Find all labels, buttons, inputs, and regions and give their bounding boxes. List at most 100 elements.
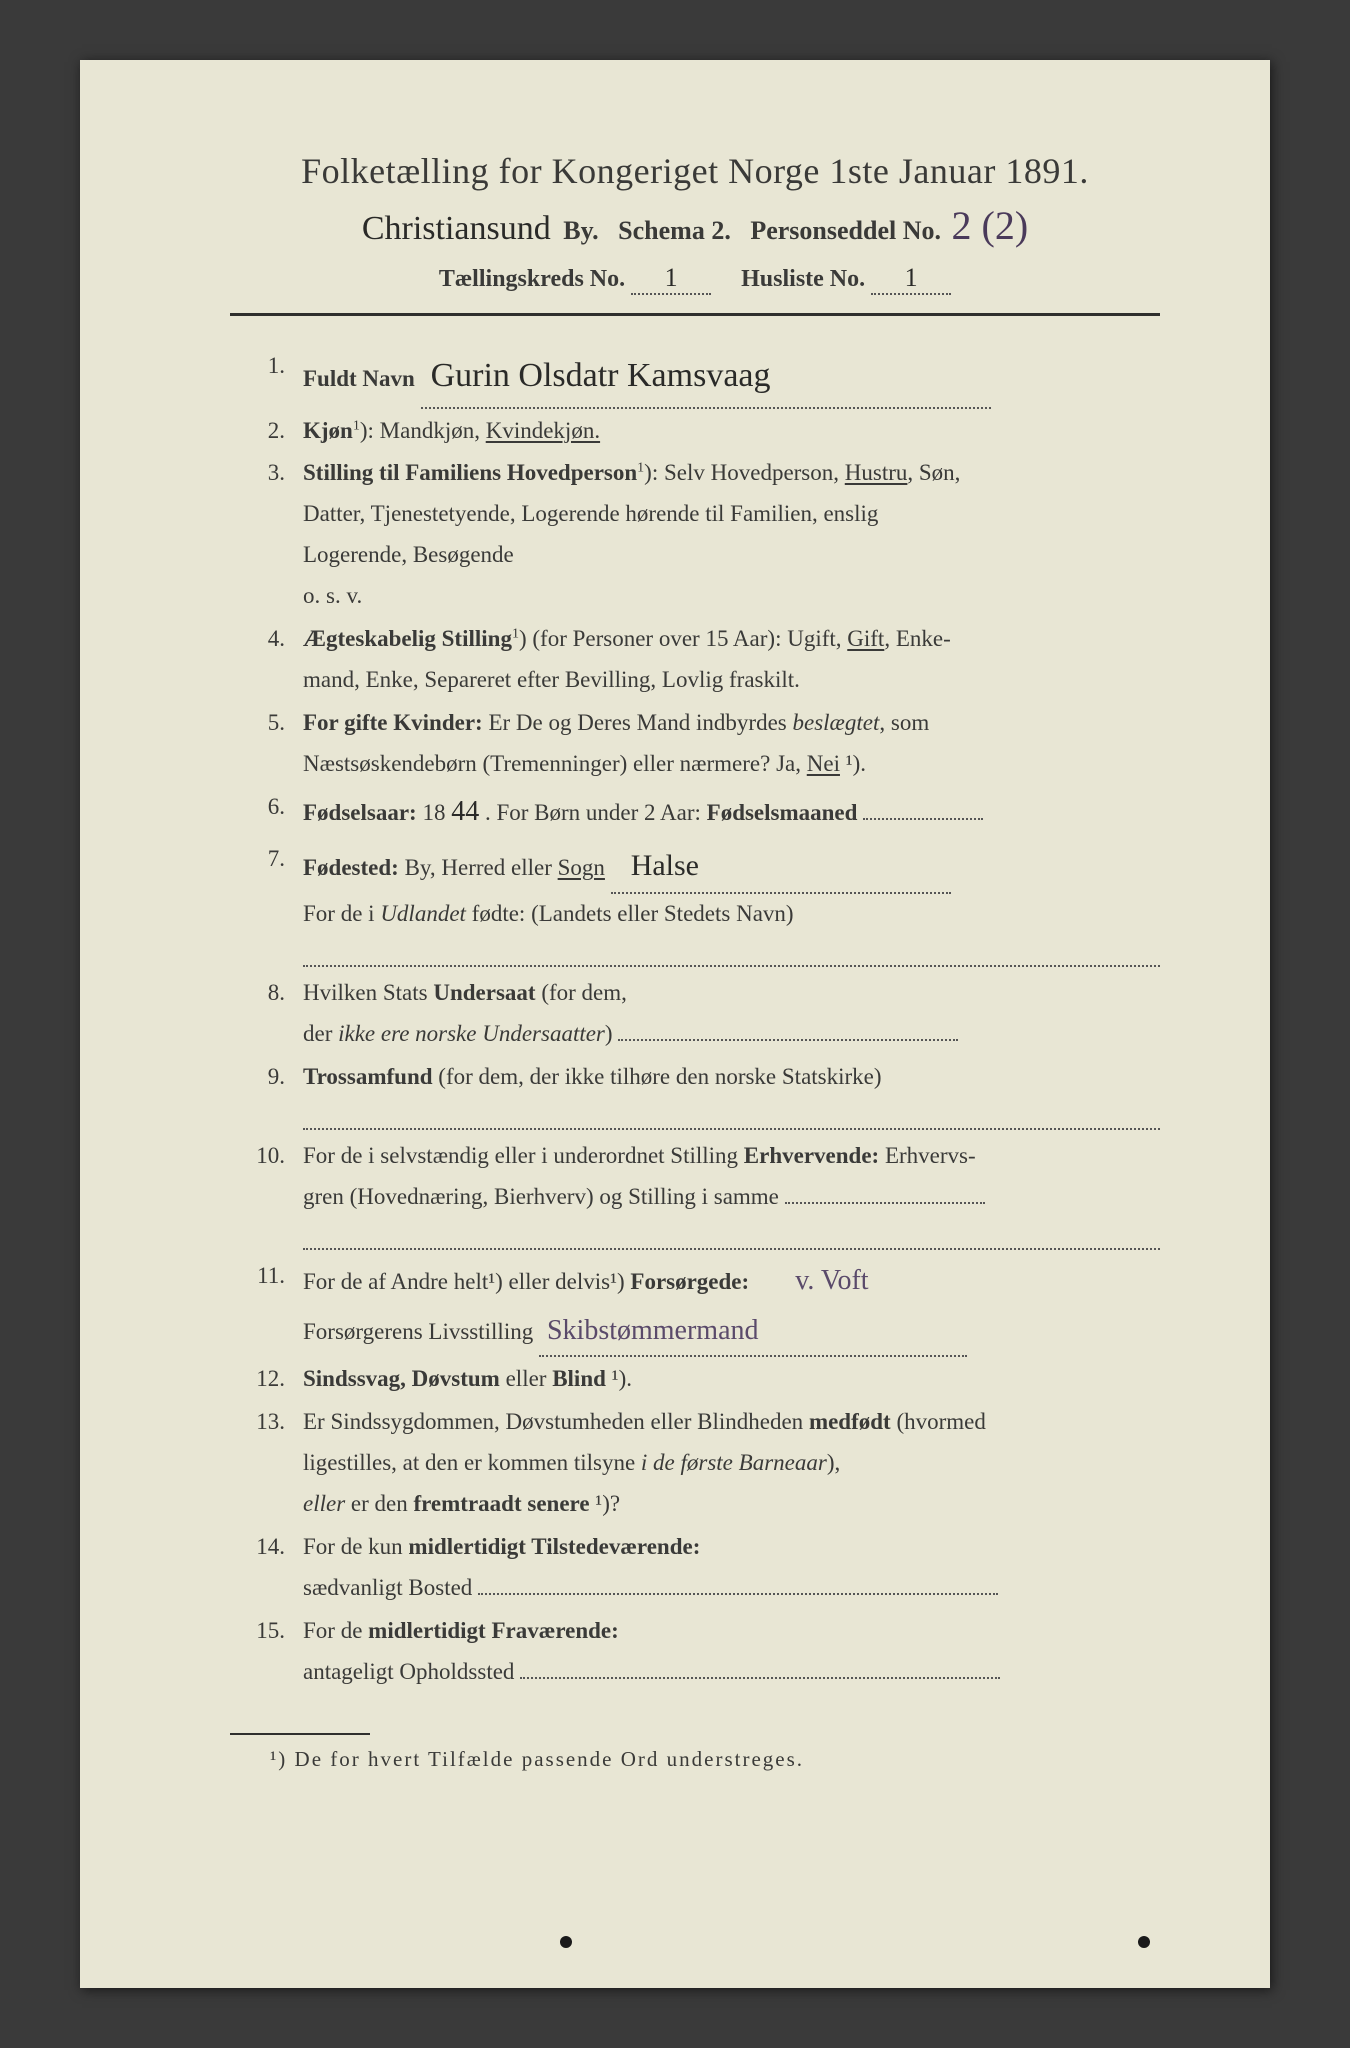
item-10-line1a: For de i selvstændig eller i underordnet… <box>303 1143 744 1168</box>
item-10-num: 10. <box>230 1136 303 1218</box>
item-10-field <box>785 1202 985 1204</box>
item-5-line2b: ¹). <box>840 751 866 776</box>
item-15-num: 15. <box>230 1611 303 1693</box>
item-8-num: 8. <box>230 973 303 1055</box>
item-14-line1a: For de kun <box>303 1534 408 1559</box>
item-13: 13. Er Sindssygdommen, Døvstumheden elle… <box>230 1402 1160 1525</box>
item-15: 15. For de midlertidigt Fraværende: anta… <box>230 1611 1160 1693</box>
item-8-line2b: ) <box>605 1021 613 1046</box>
item-10-line2: gren (Hovednæring, Bierhverv) og Stillin… <box>303 1184 779 1209</box>
item-8-line2a: der <box>303 1021 338 1046</box>
item-8-ital: ikke ere norske Undersaatter <box>338 1021 605 1046</box>
item-9-num: 9. <box>230 1057 303 1098</box>
item-3-line1a: Selv Hovedperson, <box>664 460 845 485</box>
item-15-field <box>520 1677 1000 1679</box>
item-1-label: Fuldt Navn <box>303 366 415 391</box>
item-13-num: 13. <box>230 1402 303 1525</box>
footnote-rule <box>230 1733 370 1735</box>
item-5-label: For gifte Kvinder: <box>303 710 483 735</box>
item-5-tail1b: , som <box>879 710 929 735</box>
item-4-line2: mand, Enke, Separeret efter Bevilling, L… <box>303 667 800 692</box>
document-paper: Folketælling for Kongeriget Norge 1ste J… <box>80 60 1270 1988</box>
item-9-contline <box>303 1100 1160 1130</box>
item-13-bold3: fremtraadt senere <box>413 1491 589 1516</box>
item-14-bold: midlertidigt Tilstedeværende: <box>408 1534 700 1559</box>
item-2: 2. Kjøn1): Mandkjøn, Kvindekjøn. <box>230 411 1160 452</box>
item-3-line2: Datter, Tjenestetyende, Logerende hørend… <box>303 501 878 526</box>
item-9-tail: (for dem, der ikke tilhøre den norske St… <box>438 1064 881 1089</box>
item-10-line1b: Erhvervs- <box>885 1143 976 1168</box>
husliste-label: Husliste No. <box>741 266 865 292</box>
item-7-value: Halse <box>611 839 951 894</box>
item-11: 11. For de af Andre helt¹) eller delvis¹… <box>230 1256 1160 1358</box>
item-13-ital2: i de første Barneaar <box>641 1450 827 1475</box>
item-9-bold: Trossamfund <box>303 1064 433 1089</box>
footnote-ref-icon: 1 <box>637 461 644 476</box>
item-11-line1a: For de af Andre helt¹) eller delvis¹) <box>303 1269 630 1294</box>
item-11-value: Skibstømmermand <box>539 1306 967 1358</box>
item-4-tail1b: , Enke- <box>884 626 950 651</box>
item-6-num: 6. <box>230 787 303 837</box>
item-4-under: Gift <box>847 626 884 651</box>
ink-dot-icon <box>1138 1936 1150 1948</box>
city-handwritten: Christiansund <box>362 210 551 248</box>
item-6: 6. Fødselsaar: 18 44 . For Børn under 2 … <box>230 787 1160 837</box>
item-2-opts: Mandkjøn, <box>380 418 486 443</box>
item-7-line2b: fødte: (Landets eller Stedets Navn) <box>472 901 794 926</box>
item-7-ital: Udlandet <box>380 901 466 926</box>
item-11-value-top: v. Voft <box>795 1265 868 1296</box>
page-background: Folketælling for Kongeriget Norge 1ste J… <box>0 0 1350 2048</box>
schema-label: Schema 2. <box>618 216 731 245</box>
footnote-ref-icon: 1 <box>512 627 519 642</box>
item-12-mid: eller <box>506 1366 553 1391</box>
item-8: 8. Hvilken Stats Undersaat (for dem, der… <box>230 973 1160 1055</box>
item-11-line2: Forsørgerens Livsstilling <box>303 1319 533 1344</box>
ink-dot-icon <box>560 1936 572 1948</box>
item-13-line3a: eller <box>303 1491 345 1516</box>
item-14-field <box>478 1593 998 1595</box>
item-13-line2a: ligestilles, at den er kommen tilsyne <box>303 1450 641 1475</box>
item-1-value: Gurin Olsdatr Kamsvaag <box>421 346 991 409</box>
item-10-bold: Erhvervende: <box>744 1143 879 1168</box>
item-1-num: 1. <box>230 346 303 409</box>
item-12-tail: ¹). <box>612 1366 632 1391</box>
item-11-num: 11. <box>230 1256 303 1358</box>
header-rule <box>230 313 1160 316</box>
item-4-tail1: (for Personer over 15 Aar): Ugift, <box>532 626 847 651</box>
item-3: 3. Stilling til Familiens Hovedperson1):… <box>230 453 1160 617</box>
item-5: 5. For gifte Kvinder: Er De og Deres Man… <box>230 703 1160 785</box>
kreds-label: Tællingskreds No. <box>439 266 625 292</box>
item-5-under: Nei <box>807 751 840 776</box>
item-11-bold: Forsørgede: <box>630 1269 749 1294</box>
item-4: 4. Ægteskabelig Stilling1) (for Personer… <box>230 619 1160 701</box>
kreds-no: 1 <box>631 263 711 295</box>
item-12: 12. Sindssvag, Døvstum eller Blind ¹). <box>230 1359 1160 1400</box>
item-3-under: Hustru <box>845 460 908 485</box>
census-title: Folketælling for Kongeriget Norge 1ste J… <box>230 150 1160 192</box>
item-8-bold: Undersaat <box>433 980 535 1005</box>
by-label: By. <box>563 216 598 245</box>
item-7-contline <box>303 937 1160 967</box>
item-7-opts: By, Herred eller <box>405 855 558 880</box>
item-13-line3b: er den <box>351 1491 414 1516</box>
item-6-mid: . For Børn under 2 Aar: <box>485 800 707 825</box>
item-12-num: 12. <box>230 1359 303 1400</box>
item-7-label: Fødested: <box>303 855 399 880</box>
item-2-num: 2. <box>230 411 303 452</box>
item-8-field <box>618 1039 958 1041</box>
item-13-line1b: (hvormed <box>896 1409 985 1434</box>
item-15-bold: midlertidigt Fraværende: <box>368 1618 619 1643</box>
item-8-line1: Hvilken Stats <box>303 980 433 1005</box>
item-4-label: Ægteskabelig Stilling <box>303 626 512 651</box>
item-15-line2: antageligt Opholdssted <box>303 1659 514 1684</box>
item-6-year-hand: 44 <box>451 796 479 827</box>
item-6-label: Fødselsaar: <box>303 800 417 825</box>
item-15-line1a: For de <box>303 1618 368 1643</box>
item-3-num: 3. <box>230 453 303 617</box>
item-3-line4: o. s. v. <box>303 583 362 608</box>
personseddel-label: Personseddel No. <box>750 216 941 245</box>
item-8-tail: (for dem, <box>541 980 627 1005</box>
item-13-bold: medfødt <box>809 1409 891 1434</box>
item-6-label2: Fødselsmaaned <box>707 800 858 825</box>
item-5-tail1: Er De og Deres Mand indbyrdes <box>488 710 792 735</box>
